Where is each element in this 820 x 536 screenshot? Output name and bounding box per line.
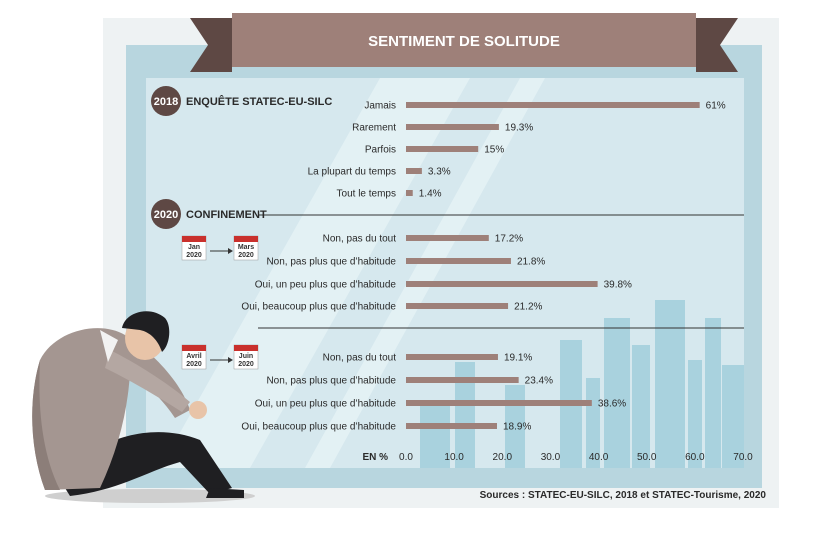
bar [406,168,422,174]
bar [406,235,489,241]
value-label: 17.2% [495,234,523,245]
category-label: Non, pas du tout [323,353,397,364]
x-tick-label: 60.0 [685,452,705,463]
bar [406,124,499,130]
value-label: 21.2% [514,302,542,313]
category-label: Non, pas du tout [323,234,397,245]
calendar-month: Mars [238,244,254,251]
category-label: Oui, beaucoup plus que d’habitude [241,302,396,313]
x-tick-label: 20.0 [493,452,513,463]
year-badge: 2018 [154,96,178,108]
category-label: Oui, un peu plus que d’habitude [255,280,397,291]
category-label: Rarement [352,123,396,134]
value-label: 38.6% [598,399,626,410]
bar [406,400,592,406]
bar [406,303,509,309]
value-label: 18.9% [503,422,531,433]
calendar-icon: Juin 2020 [233,344,259,370]
glass-reflection [305,78,545,468]
value-label: 61% [706,101,726,112]
value-label: 19.3% [505,123,533,134]
bars-layer: Jamais 61% Rarement 19.3% Parfois 15% La plupa… [241,101,725,433]
bar [406,354,498,360]
bar [406,190,413,196]
title-banner: SENTIMENT DE SOLITUDE [190,13,738,72]
section-header-2018: 2018 ENQUÊTE STATEC-EU-SILC [151,86,332,116]
bar [406,377,519,383]
glass-reflection [160,78,470,468]
category-label: Jamais [364,101,396,112]
x-tick-label: 50.0 [637,452,657,463]
value-label: 3.3% [428,167,451,178]
category-label: La plupart du temps [308,167,396,178]
x-tick-label: 0.0 [399,452,413,463]
bar [406,102,700,108]
x-axis-label: EN % [362,452,388,463]
sitting-person-illustration [32,311,255,503]
calendar-year: 2020 [238,361,254,368]
year-badge: 2020 [154,209,178,221]
x-tick-label: 10.0 [444,452,464,463]
bar [406,281,598,287]
category-label: Tout le temps [337,189,396,200]
value-label: 21.8% [517,257,545,268]
calendar-icon: Avril 2020 [181,344,207,370]
period-avril-juin: Avril 2020 Juin 2020 [181,344,259,370]
section-header-2020: 2020 CONFINEMENT [151,199,267,229]
calendar-icon: Mars 2020 [233,235,259,261]
calendar-year: 2020 [186,252,202,259]
x-tick-label: 40.0 [589,452,609,463]
source-note: Sources : STATEC-EU-SILC, 2018 et STATEC… [480,490,767,501]
calendar-month: Juin [239,353,253,360]
x-tick-label: 70.0 [733,452,753,463]
x-tick-label: 30.0 [541,452,561,463]
calendar-month: Avril [186,353,201,360]
calendar-icon: Jan 2020 [181,235,207,261]
value-label: 39.8% [604,280,632,291]
arrow-right-icon [210,248,233,254]
x-axis: EN % 0.0 10.0 20.0 30.0 40.0 50.0 60.0 70.0 [362,452,753,463]
category-label: Non, pas plus que d’habitude [266,376,396,387]
category-label: Non, pas plus que d’habitude [266,257,396,268]
calendar-month: Jan [188,244,200,251]
category-label: Parfois [365,145,396,156]
value-label: 23.4% [525,376,553,387]
section-title: ENQUÊTE STATEC-EU-SILC [186,95,332,108]
bar [406,423,497,429]
calendar-year: 2020 [186,361,202,368]
section-title: CONFINEMENT [186,209,267,221]
category-label: Oui, un peu plus que d’habitude [255,399,397,410]
arrow-right-icon [210,357,233,363]
period-jan-mars: Jan 2020 Mars 2020 [181,235,259,261]
calendar-year: 2020 [238,252,254,259]
bar [406,258,511,264]
value-label: 19.1% [504,353,532,364]
bar [406,146,479,152]
category-label: Oui, beaucoup plus que d’habitude [241,422,396,433]
value-label: 15% [484,145,504,156]
value-label: 1.4% [419,189,442,200]
chart-title: SENTIMENT DE SOLITUDE [368,33,560,50]
